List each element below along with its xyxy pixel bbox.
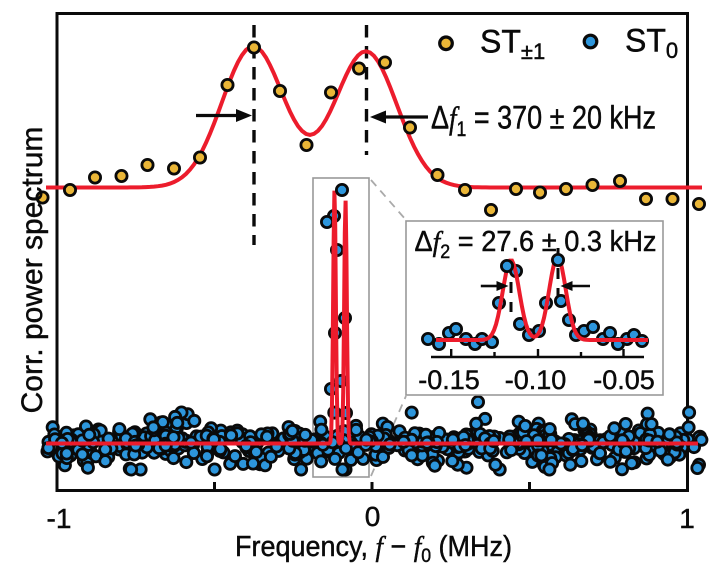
- svg-text:Δf1 = 370 ± 20 kHz: Δf1 = 370 ± 20 kHz: [431, 100, 656, 142]
- svg-text:0: 0: [365, 501, 381, 532]
- svg-text:ST±1: ST±1: [480, 24, 545, 65]
- svg-text:-0.10: -0.10: [505, 365, 567, 395]
- svg-text:-1: -1: [47, 503, 72, 534]
- svg-text:Δf2 = 27.6 ± 0.3 kHz: Δf2 = 27.6 ± 0.3 kHz: [415, 226, 657, 263]
- svg-text:-0.05: -0.05: [593, 365, 655, 395]
- svg-text:-0.15: -0.15: [418, 365, 480, 395]
- svg-text:Corr. power spectrum: Corr. power spectrum: [16, 127, 49, 414]
- svg-text:1: 1: [679, 503, 695, 534]
- svg-text:Frequency, f − f0 (MHz): Frequency, f − f0 (MHz): [235, 531, 512, 567]
